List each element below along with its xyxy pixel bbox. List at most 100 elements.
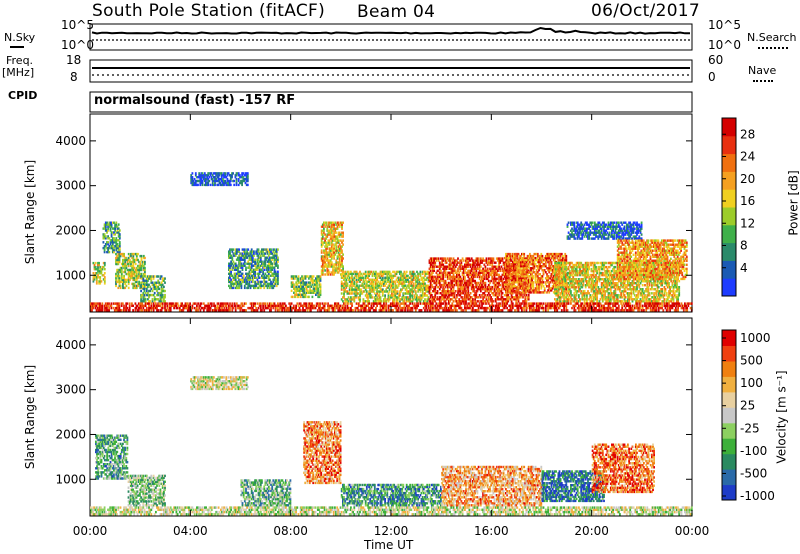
power-cell: [319, 275, 322, 278]
power-cell: [230, 280, 232, 284]
power-cell: [220, 179, 223, 183]
power-cell: [273, 254, 276, 257]
power-cell: [336, 235, 339, 238]
power-cell: [361, 284, 364, 287]
power-cell: [148, 283, 150, 286]
power-cell: [375, 280, 377, 283]
power-cell: [261, 284, 263, 288]
power-cell: [319, 277, 322, 280]
power-cell: [375, 274, 377, 278]
power-cell: [197, 179, 199, 183]
power-cell: [346, 300, 349, 303]
power-cell: [234, 262, 237, 265]
power-cell: [367, 280, 369, 283]
power-cell: [412, 274, 415, 278]
power-cell: [402, 280, 405, 283]
power-cell: [416, 286, 418, 289]
power-cell: [95, 268, 98, 271]
power-cell: [106, 246, 108, 250]
power-cell: [152, 275, 155, 278]
power-cell: [434, 257, 437, 260]
power-cell: [231, 248, 234, 251]
power-cell: [234, 276, 237, 279]
power-cell: [131, 272, 134, 276]
power-cell: [141, 300, 144, 303]
power-cell: [116, 229, 119, 232]
power-cell: [256, 264, 259, 267]
power-cell: [485, 296, 488, 299]
power-cell: [387, 284, 390, 287]
power-cell: [421, 294, 424, 297]
power-cell: [206, 183, 208, 187]
power-cell: [200, 176, 203, 179]
power-cell: [156, 281, 158, 284]
power-cell: [245, 183, 248, 187]
power-cell: [514, 291, 516, 294]
power-cell: [484, 281, 487, 285]
power-cell: [444, 292, 447, 295]
power-cell: [394, 284, 397, 287]
power-cell: [318, 275, 321, 278]
power-cell: [98, 282, 100, 285]
power-cell: [328, 253, 331, 256]
power-cell: [437, 298, 440, 301]
power-cell: [240, 266, 243, 269]
power-cell: [248, 254, 251, 257]
power-cell: [380, 284, 383, 287]
power-cell: [258, 252, 261, 255]
power-cell: [450, 292, 453, 295]
power-cell: [434, 261, 437, 264]
power-cell: [373, 288, 376, 291]
power-cell: [397, 282, 400, 285]
power-cell: [156, 293, 158, 297]
power-cell: [119, 270, 122, 274]
power-cell: [343, 278, 345, 281]
power-cell: [238, 260, 240, 263]
power-cell: [462, 277, 465, 281]
power-cell: [401, 276, 404, 279]
power-cell: [104, 223, 107, 226]
power-cell: [456, 281, 458, 285]
power-cell: [155, 281, 157, 284]
power-cell: [147, 291, 149, 295]
power-cell: [264, 258, 267, 261]
power-cell: [352, 296, 354, 299]
power-cell: [297, 285, 300, 288]
power-cell: [299, 293, 302, 296]
power-cell: [372, 278, 375, 281]
power-cell: [237, 248, 239, 251]
power-cell: [234, 250, 237, 253]
power-cell: [440, 263, 442, 266]
power-cell: [428, 298, 431, 301]
power-cell: [441, 277, 443, 281]
power-cell: [362, 298, 365, 301]
power-cell: [124, 278, 127, 282]
power-cell: [329, 251, 332, 254]
power-cell: [419, 290, 422, 293]
power-cell: [400, 278, 402, 281]
power-cell: [335, 243, 338, 246]
power-cell: [516, 291, 519, 294]
power-cell: [159, 293, 162, 297]
power-cell: [326, 273, 329, 276]
power-cell: [207, 174, 210, 177]
power-cell: [257, 286, 260, 290]
power-cell: [160, 293, 163, 297]
power-cell: [452, 279, 455, 283]
power-cell: [341, 249, 343, 252]
power-cell: [122, 254, 124, 258]
power-cell: [272, 274, 275, 277]
power-cell: [220, 172, 223, 175]
power-cell: [368, 284, 370, 287]
power-cell: [388, 284, 391, 287]
power-cell: [436, 298, 439, 301]
power-cell: [131, 274, 134, 278]
power-cell: [368, 274, 370, 278]
power-cell: [241, 248, 244, 251]
power-cell: [141, 264, 144, 268]
power-cell: [256, 272, 259, 275]
power-cell: [239, 274, 242, 277]
power-cell: [199, 179, 202, 183]
power-cell: [123, 274, 125, 278]
power-cell: [267, 254, 270, 257]
